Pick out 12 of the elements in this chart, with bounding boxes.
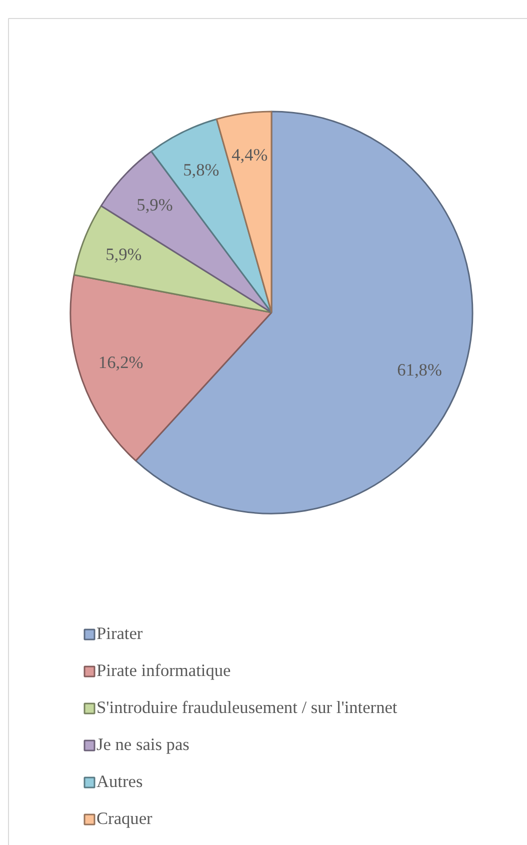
legend-label: S'introduire frauduleusement / sur l'internet (96, 698, 398, 717)
data-label: 16,2% (98, 353, 144, 372)
legend-label: Pirater (96, 624, 143, 643)
legend-label: Craquer (96, 809, 153, 828)
data-label: 61,8% (397, 360, 442, 380)
data-label: 5,8% (183, 160, 220, 180)
data-label: 5,9% (136, 195, 173, 214)
legend-label: Autres (96, 772, 143, 791)
data-label: 4,4% (232, 146, 268, 165)
data-label: 5,9% (106, 245, 142, 264)
legend-label: Je ne sais pas (96, 735, 190, 754)
legend-label: Pirate informatique (96, 661, 232, 680)
